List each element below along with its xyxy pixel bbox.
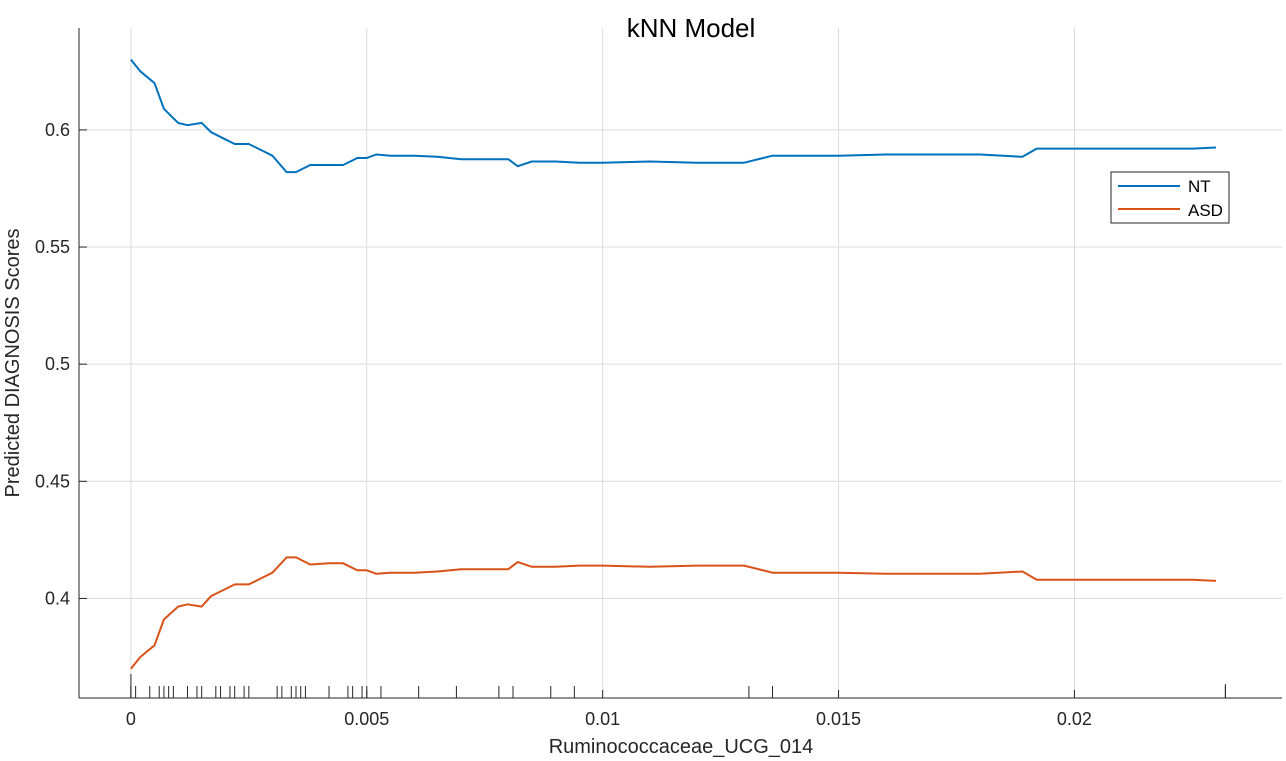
x-axis-label: Ruminococcaceae_UCG_014 bbox=[549, 736, 814, 758]
x-tick-label: 0.005 bbox=[344, 709, 389, 729]
series-line-nt bbox=[130, 58, 1217, 174]
y-tick-label: 0.6 bbox=[45, 120, 70, 140]
x-tick-label: 0.01 bbox=[585, 709, 620, 729]
x-ticks: 0 0.005 0.01 0.015 0.02 bbox=[126, 690, 1092, 729]
legend-box bbox=[1110, 171, 1230, 224]
y-tick-label: 0.4 bbox=[45, 588, 70, 608]
y-ticks: 0.4 0.45 0.5 0.55 0.6 bbox=[35, 120, 87, 608]
axes bbox=[78, 28, 1282, 699]
legend-label-asd: ASD bbox=[1188, 201, 1223, 220]
grid-lines bbox=[79, 28, 1282, 698]
x-tick-label: 0 bbox=[126, 709, 136, 729]
legend: NT ASD bbox=[1110, 171, 1230, 224]
y-tick-label: 0.55 bbox=[35, 237, 70, 257]
chart-title: kNN Model bbox=[627, 13, 756, 43]
series-lines bbox=[130, 58, 1217, 670]
legend-label-nt: NT bbox=[1188, 177, 1211, 196]
rug-marks bbox=[130, 674, 1226, 698]
y-tick-label: 0.45 bbox=[35, 471, 70, 491]
x-tick-label: 0.02 bbox=[1057, 709, 1092, 729]
y-axis-label: Predicted DIAGNOSIS Scores bbox=[2, 229, 24, 498]
x-tick-label: 0.015 bbox=[816, 709, 861, 729]
y-tick-label: 0.5 bbox=[45, 354, 70, 374]
series-line-asd bbox=[130, 556, 1217, 670]
